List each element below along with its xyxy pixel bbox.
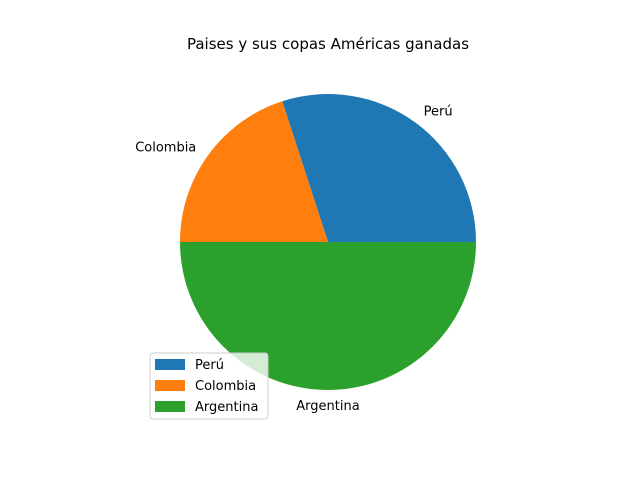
slice-label-colombia: Colombia: [135, 140, 196, 155]
legend-swatch-colombia: [155, 380, 185, 391]
legend: Perú Colombia Argentina: [149, 352, 269, 420]
legend-label-peru: Perú: [195, 358, 224, 373]
pie-slice-peru: [282, 94, 477, 242]
legend-swatch-argentina: [155, 401, 185, 412]
slice-label-argentina: Argentina: [296, 399, 359, 414]
slice-label-peru: Perú: [424, 104, 453, 119]
pie-slice-colombia: [180, 101, 328, 242]
legend-label-argentina: Argentina: [195, 400, 258, 415]
legend-label-colombia: Colombia: [195, 379, 256, 394]
pie-slices: [180, 94, 477, 390]
chart-title: Paises y sus copas Américas ganadas: [187, 35, 469, 53]
pie-slice-labels: Perú Colombia Argentina: [135, 104, 452, 414]
legend-swatch-peru: [155, 359, 185, 370]
